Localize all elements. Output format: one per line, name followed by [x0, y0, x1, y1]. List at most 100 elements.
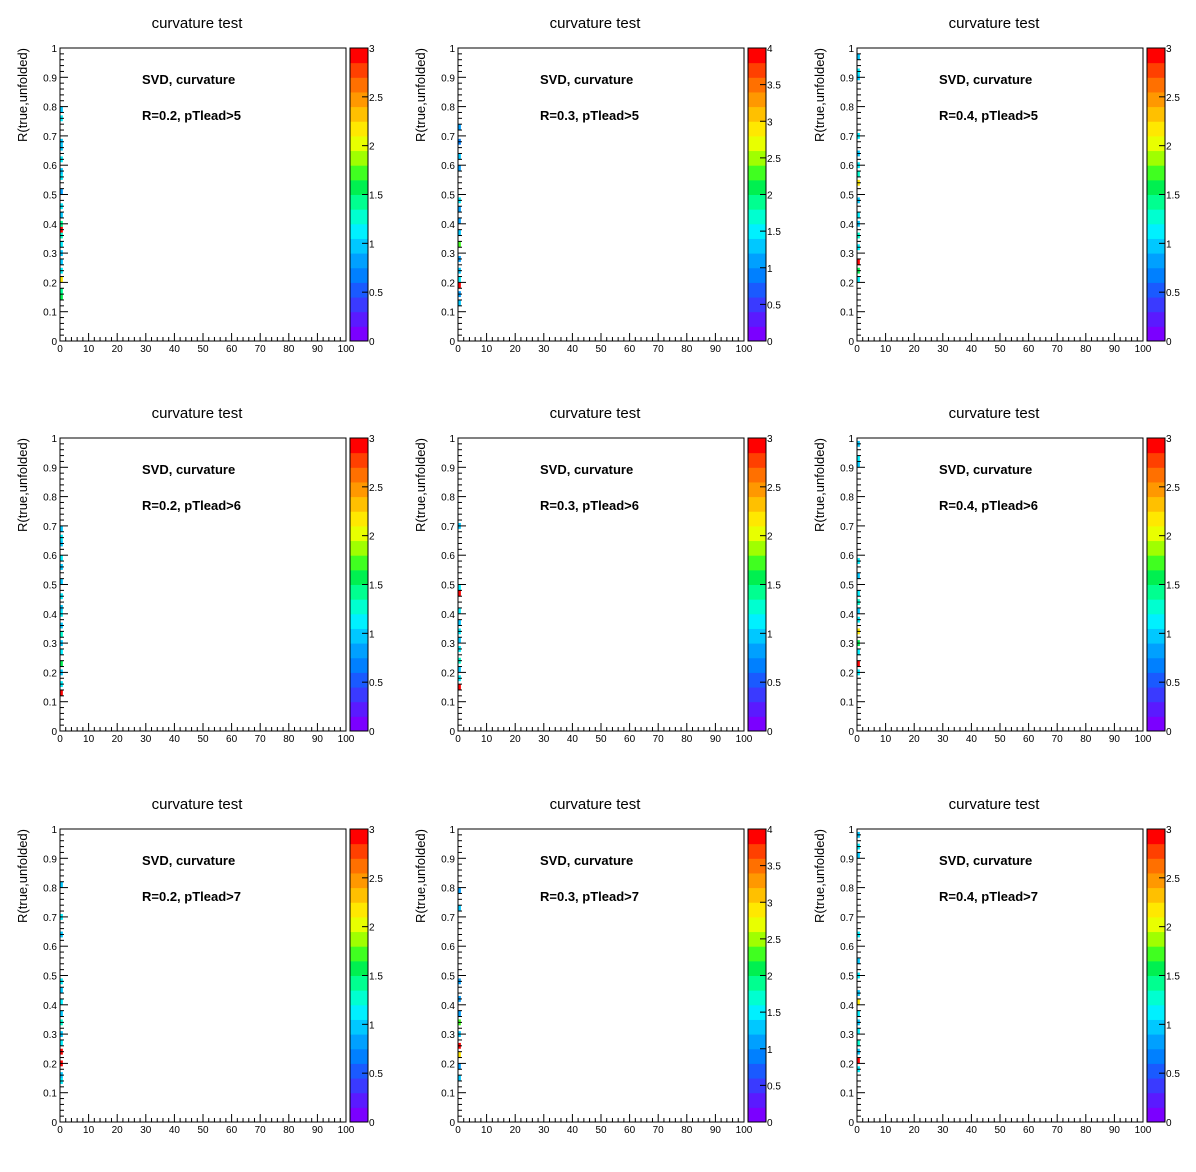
- y-tick-label: 0: [848, 727, 854, 738]
- z-tick-label: 1: [767, 1045, 773, 1056]
- x-tick-label: 90: [710, 1125, 722, 1136]
- palette-segment: [748, 687, 766, 703]
- y-tick-label: 0.3: [441, 249, 455, 260]
- heatmap-cell: [60, 188, 63, 195]
- y-tick-label: 0.9: [441, 854, 455, 865]
- z-tick-label: 0: [1166, 1118, 1172, 1129]
- palette-segment: [350, 238, 368, 254]
- z-tick-label: 1: [1166, 1020, 1172, 1031]
- chart-annotation: R=0.3, pTlead>5: [540, 108, 639, 123]
- x-tick-label: 100: [736, 734, 753, 745]
- y-tick-label: 0.6: [43, 942, 57, 953]
- z-tick-label: 1.5: [369, 581, 383, 592]
- x-tick-label: 100: [338, 734, 355, 745]
- z-tick-label: 4: [767, 44, 773, 55]
- chart-annotation: R=0.4, pTlead>5: [939, 108, 1038, 123]
- palette-segment: [1147, 643, 1165, 659]
- palette-segment: [748, 916, 766, 933]
- palette-segment: [350, 496, 368, 512]
- z-tick-label: 0.5: [1166, 1069, 1180, 1080]
- x-tick-label: 100: [338, 1125, 355, 1136]
- heatmap-cell: [458, 241, 461, 248]
- x-tick-label: 50: [994, 344, 1006, 355]
- palette-segment: [748, 990, 766, 1006]
- y-tick-label: 0.7: [43, 913, 57, 924]
- z-tick-label: 1.5: [767, 1008, 781, 1019]
- x-tick-label: 30: [538, 1125, 550, 1136]
- x-tick-label: 40: [966, 734, 978, 745]
- chart-title: curvature test: [152, 796, 244, 813]
- palette-segment: [748, 540, 766, 556]
- y-tick-label: 0: [449, 1118, 455, 1129]
- z-tick-label: 1.5: [369, 191, 383, 202]
- palette-segment: [1147, 1092, 1165, 1108]
- palette-segment: [350, 946, 368, 962]
- x-tick-label: 10: [481, 344, 493, 355]
- heatmap-cell: [857, 572, 860, 579]
- x-tick-label: 50: [595, 344, 607, 355]
- palette-segment: [1147, 916, 1165, 933]
- y-tick-label: 1: [51, 825, 57, 836]
- palette-segment: [1147, 613, 1165, 629]
- x-tick-label: 70: [653, 344, 665, 355]
- z-tick-label: 0: [369, 337, 375, 348]
- palette-segment: [350, 91, 368, 108]
- palette-segment: [748, 628, 766, 644]
- heatmap-cell: [60, 555, 63, 562]
- palette-segment: [748, 584, 766, 600]
- palette-segment: [748, 106, 766, 122]
- palette-segment: [1147, 887, 1165, 903]
- y-tick-label: 0.9: [43, 73, 57, 84]
- z-tick-label: 2: [369, 142, 375, 153]
- z-tick-label: 1.5: [767, 581, 781, 592]
- y-tick-label: 0.8: [441, 493, 455, 504]
- heatmap-cell: [857, 957, 860, 964]
- z-tick-label: 0: [767, 1118, 773, 1129]
- y-tick-label: 0.3: [441, 639, 455, 650]
- palette-segment: [748, 135, 766, 152]
- palette-segment: [748, 902, 766, 918]
- heatmap-cell: [857, 212, 860, 218]
- y-axis-label: R(true,unfolded): [413, 438, 428, 532]
- palette-segment: [350, 77, 368, 93]
- y-tick-label: 1: [449, 825, 455, 836]
- palette-segment: [1147, 121, 1165, 137]
- palette-segment: [748, 91, 766, 108]
- palette-segment: [1147, 106, 1165, 122]
- palette-segment: [1147, 223, 1165, 239]
- chart-annotation: SVD, curvature: [939, 72, 1032, 87]
- palette-segment: [350, 62, 368, 78]
- x-tick-label: 10: [880, 344, 892, 355]
- palette-segment: [1147, 902, 1165, 918]
- heatmap-cell: [60, 1039, 63, 1046]
- y-tick-label: 1: [449, 44, 455, 55]
- y-axis-label: R(true,unfolded): [15, 829, 30, 923]
- chart-annotation: R=0.4, pTlead>7: [939, 889, 1038, 904]
- chart-title: curvature test: [152, 15, 244, 32]
- palette-segment: [1147, 946, 1165, 962]
- chart-annotation: R=0.2, pTlead>6: [142, 498, 241, 513]
- heatmap-cell: [458, 153, 461, 160]
- x-tick-label: 100: [736, 344, 753, 355]
- palette-segment: [350, 829, 368, 845]
- heatmap-cell: [458, 282, 461, 289]
- palette-segment: [748, 282, 766, 298]
- plot-frame: [856, 828, 1144, 1123]
- x-tick-label: 40: [966, 1125, 978, 1136]
- palette-segment: [1147, 716, 1165, 732]
- y-tick-label: 0.8: [43, 103, 57, 114]
- x-tick-label: 10: [481, 734, 493, 745]
- y-tick-label: 0.6: [441, 161, 455, 172]
- y-tick-label: 0.4: [43, 1001, 57, 1012]
- palette-segment: [350, 584, 368, 600]
- z-tick-label: 2: [369, 923, 375, 934]
- x-tick-label: 0: [57, 734, 63, 745]
- y-tick-label: 0.3: [43, 639, 57, 650]
- y-tick-label: 0.8: [840, 103, 854, 114]
- palette-segment: [748, 1063, 766, 1079]
- x-tick-label: 40: [567, 1125, 579, 1136]
- palette-segment: [748, 223, 766, 239]
- x-tick-label: 40: [169, 734, 181, 745]
- x-tick-label: 40: [567, 734, 579, 745]
- y-tick-label: 0.9: [840, 463, 854, 474]
